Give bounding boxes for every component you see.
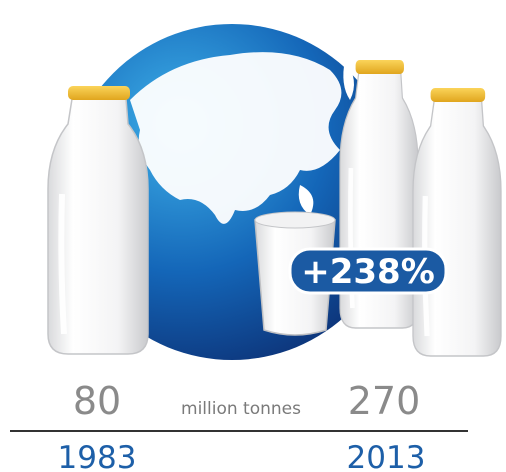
year-2013: 2013 (347, 440, 426, 472)
amount-2013: 270 (348, 379, 421, 423)
change-label: +238% (301, 252, 435, 292)
unit-label: million tonnes (181, 399, 301, 419)
amount-1983: 80 (73, 379, 121, 423)
change-badge: +238% (288, 247, 448, 295)
bottle-2013-b (413, 88, 501, 356)
year-1983: 1983 (58, 440, 137, 472)
